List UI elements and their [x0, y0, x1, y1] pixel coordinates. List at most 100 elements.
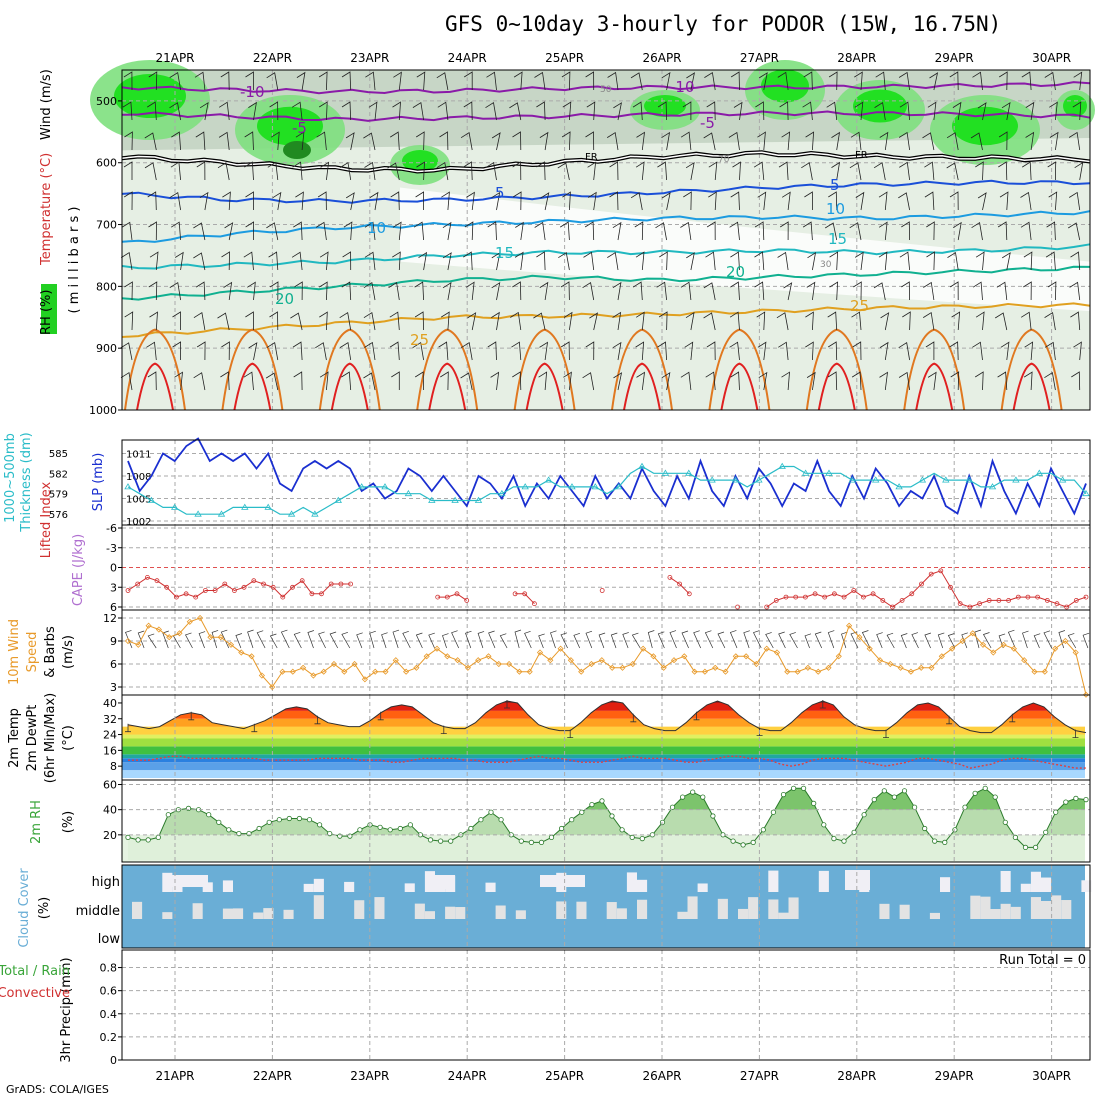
rh-point	[861, 812, 867, 818]
wind-barb	[441, 191, 450, 211]
thickness-point	[895, 483, 903, 490]
isotherm-line	[121, 179, 1091, 204]
wind-barb	[635, 251, 645, 271]
wind-speed-point	[506, 660, 513, 668]
wind-speed-point	[536, 649, 544, 656]
wind-barb	[757, 191, 767, 211]
wind-barb	[632, 101, 643, 121]
wind-barb	[971, 222, 983, 241]
isotherm-line	[121, 210, 1091, 243]
wind-barb	[613, 102, 622, 121]
wind-barb	[124, 131, 133, 151]
wind-barb	[539, 341, 549, 361]
wind-speed-point	[938, 653, 945, 660]
wind-barb	[1046, 221, 1056, 241]
lifted-index-point	[677, 581, 682, 587]
wind-barb	[539, 131, 549, 151]
wind-axis-label: (m/s)	[61, 635, 76, 669]
cloud-cover-cell	[303, 883, 314, 892]
wind-speed-point	[856, 634, 863, 641]
wind-barb	[634, 221, 644, 241]
wind-barb	[851, 371, 862, 391]
wind-barb	[341, 631, 351, 649]
thickness-point	[918, 476, 927, 483]
wind-speed-point	[1041, 668, 1048, 675]
rh-point	[710, 813, 716, 819]
y-tick-label: 6	[110, 601, 117, 614]
wind-barb	[316, 131, 327, 151]
wind-barb	[585, 71, 595, 91]
lifted-index-point	[1073, 598, 1079, 603]
wind-barb	[416, 161, 425, 181]
y-tick-label: 8	[110, 760, 117, 773]
wind-barb	[415, 632, 423, 649]
wind-barb	[121, 221, 133, 241]
date-label-bottom: 26APR	[642, 1069, 681, 1083]
cloud-level-label: low	[98, 932, 121, 947]
panel-frame	[121, 609, 1091, 696]
wind-barb	[307, 630, 315, 649]
wind-barb	[235, 633, 243, 649]
wind-barb	[218, 131, 230, 151]
cloud-cover-cell	[540, 875, 585, 887]
wind-speed-point	[392, 657, 399, 664]
wind-barb	[120, 372, 133, 391]
temp-color-band	[128, 701, 1085, 703]
wind-barb	[783, 282, 793, 301]
lifted-index-point	[938, 568, 944, 574]
wind-barb	[680, 281, 692, 301]
wind-barb	[123, 71, 133, 91]
lifted-index-point	[812, 591, 818, 597]
lifted-index-point	[1015, 594, 1021, 600]
wind-speed-point	[145, 622, 152, 629]
rh-point	[669, 804, 676, 810]
wind-barb	[657, 341, 667, 361]
wind-barb	[1045, 251, 1056, 271]
wind-barb	[585, 630, 593, 649]
isotherm-line	[330, 362, 369, 411]
wind-barb	[661, 71, 671, 91]
slp-thickness-panel: 1002 1005 1008 1011 576 579 582 585 1000~500mb Th…	[3, 432, 1091, 533]
wind-label: Wind (m/s)	[39, 69, 54, 140]
wind-barb	[949, 191, 959, 211]
wind-barb	[247, 629, 254, 649]
rh-point	[448, 838, 454, 844]
wind-barb	[341, 71, 352, 91]
wind-speed-point	[361, 676, 368, 683]
wind-barb	[318, 631, 326, 649]
cloud-cover-cell	[202, 882, 213, 892]
wind-barb	[295, 131, 305, 151]
lifted-index-point	[135, 581, 141, 587]
lifted-index-point	[1064, 604, 1069, 610]
isotherm-line	[318, 328, 381, 411]
thickness-point	[661, 469, 670, 476]
lifted-index-point	[822, 594, 828, 600]
cape-axis-label: CAPE (J/kg)	[71, 534, 86, 606]
wind-barb	[974, 629, 982, 649]
wind-barb	[146, 101, 157, 121]
wind-barb	[693, 630, 702, 649]
wind-barb	[363, 312, 376, 331]
thickness-point	[871, 476, 880, 483]
rh-point	[770, 809, 777, 815]
cloud-cover-cell	[576, 901, 587, 919]
lifted-index-point	[261, 581, 266, 587]
wind-barb	[582, 372, 595, 391]
lifted-index-point	[222, 581, 228, 587]
wind-barb	[975, 311, 985, 331]
wind-barb	[125, 630, 133, 649]
wind-barb	[781, 191, 791, 211]
cloud-cover-cell	[132, 901, 143, 919]
y-tick-label: 32	[103, 713, 117, 726]
wind-barb	[512, 371, 522, 391]
wind-barb	[824, 222, 838, 241]
lifted-index-point	[783, 594, 789, 600]
wind-barb	[533, 312, 546, 331]
slp-line	[127, 437, 1087, 516]
wind-speed-point	[351, 660, 358, 668]
thickness-line	[127, 465, 1087, 515]
cloud-cover-cell	[717, 898, 728, 919]
wind-barb	[778, 631, 786, 649]
wind-barb	[514, 629, 522, 649]
wind-barb	[515, 221, 524, 241]
